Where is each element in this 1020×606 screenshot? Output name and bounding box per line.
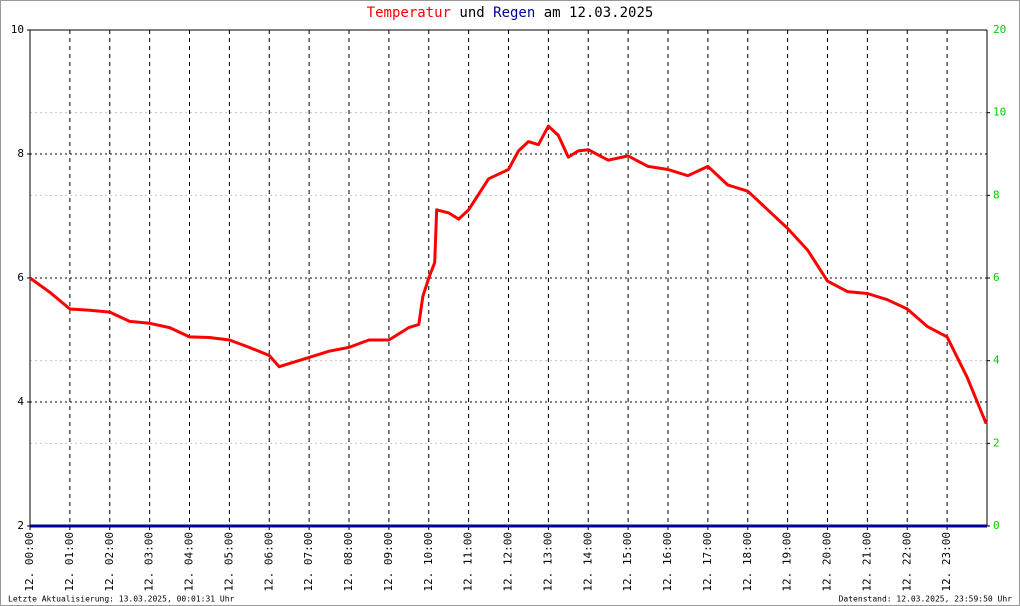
x-tick-label: 12. 09:00 [382, 532, 395, 592]
x-tick-label: 12. 10:00 [422, 532, 435, 592]
x-tick-label: 12. 13:00 [541, 532, 554, 592]
x-tick-label: 12. 12:00 [502, 532, 515, 592]
x-tick-label: 12. 16:00 [661, 532, 674, 592]
y-tick-label: 10 [11, 23, 24, 36]
title-and: und [459, 5, 484, 21]
footer-left: Letzte Aktualisierung: 13.03.2025, 00:01… [8, 595, 235, 604]
x-tick-label: 12. 02:00 [103, 532, 116, 592]
x-tick-label: 12. 11:00 [462, 532, 475, 592]
x-tick-label: 12. 04:00 [183, 532, 196, 592]
x-tick-label: 12. 20:00 [821, 532, 834, 592]
x-tick-label: 12. 23:00 [940, 532, 953, 592]
title-rain: Regen [493, 5, 535, 21]
y2-tick-label: 8 [993, 188, 1000, 201]
footer-right: Datenstand: 12.03.2025, 23:59:50 Uhr [839, 595, 1013, 604]
x-tick-label: 12. 19:00 [781, 532, 794, 592]
x-tick-label: 12. 22:00 [900, 532, 913, 592]
x-tick-label: 12. 01:00 [63, 532, 76, 592]
y2-top-label: 20 [993, 23, 1006, 36]
x-tick-label: 12. 14:00 [581, 532, 594, 592]
x-tick-label: 12. 15:00 [621, 532, 634, 592]
x-tick-label: 12. 17:00 [701, 532, 714, 592]
y-tick-label: 8 [17, 147, 24, 160]
x-tick-label: 12. 08:00 [342, 532, 355, 592]
x-tick-label: 12. 18:00 [741, 532, 754, 592]
x-tick-label: 12. 03:00 [143, 532, 156, 592]
chart-title: Temperatur und Regen am 12.03.2025 [367, 5, 654, 21]
x-tick-label: 12. 00:00 [23, 532, 36, 592]
x-tick-label: 12. 21:00 [860, 532, 873, 592]
y-tick-label: 4 [17, 395, 24, 408]
title-temp: Temperatur [367, 5, 451, 21]
y2-tick-label: 6 [993, 271, 1000, 284]
y2-tick-label: 2 [993, 436, 1000, 449]
y-tick-label: 2 [17, 519, 24, 532]
x-tick-label: 12. 07:00 [302, 532, 315, 592]
y2-tick-label: 0 [993, 519, 1000, 532]
y2-tick-label: 4 [993, 354, 1000, 367]
x-tick-label: 12. 05:00 [222, 532, 235, 592]
x-tick-label: 12. 06:00 [262, 532, 275, 592]
y-tick-label: 6 [17, 271, 24, 284]
series-line [29, 124, 988, 425]
y2-tick-label: 10 [993, 106, 1006, 119]
title-date: am 12.03.2025 [544, 5, 654, 21]
